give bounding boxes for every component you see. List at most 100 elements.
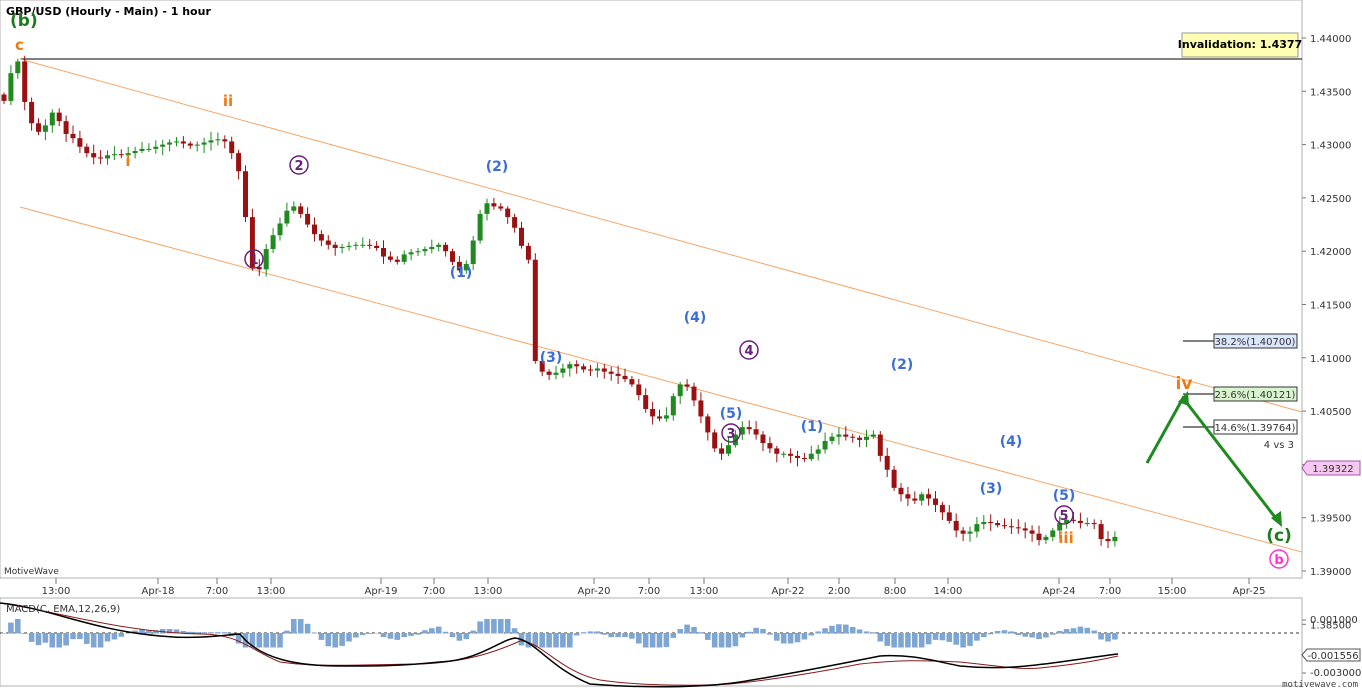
macd-hist-bar xyxy=(587,631,594,634)
candle-body xyxy=(15,61,21,74)
macd-hist-bar xyxy=(946,633,953,642)
macd-hist-bar xyxy=(498,619,504,634)
wave-circ-3: 3 xyxy=(726,427,735,442)
candle-body xyxy=(553,372,559,375)
candle-body xyxy=(698,400,704,417)
wave-minor-3-b: (3) xyxy=(980,481,1003,497)
chart-title: GBP/USD (Hourly - Main) - 1 hour xyxy=(6,5,211,18)
candle-body xyxy=(622,375,628,380)
macd-hist-bar xyxy=(746,631,752,634)
candle-body xyxy=(912,498,918,501)
macd-hist-bar xyxy=(222,632,228,634)
macd-hist-bar xyxy=(1063,629,1070,634)
candle-body xyxy=(42,125,48,132)
macd-hist-bar xyxy=(42,633,49,643)
x-axis-ticks: 13:00 Apr-18 7:00 13:00 Apr-19 7:00 13:00 Apr-2… xyxy=(42,578,1266,597)
candle-body xyxy=(270,235,276,250)
candle-body xyxy=(546,371,552,375)
candle-body xyxy=(8,73,14,101)
macd-hist-bar xyxy=(649,633,656,648)
wave-circ-2: 2 xyxy=(294,159,303,174)
macd-hist-bar xyxy=(284,630,290,634)
candle-body xyxy=(719,448,725,454)
candle-body xyxy=(781,453,787,455)
candle-body xyxy=(374,245,380,249)
candle-body xyxy=(601,368,607,372)
candle-body xyxy=(443,244,449,252)
macd-hist-bar xyxy=(691,627,697,634)
macd-label: MACD(C, EMA,12,26,9) xyxy=(6,604,120,615)
current-price-tag xyxy=(1301,460,1361,476)
macd-hist-bar xyxy=(394,633,401,640)
candle-body xyxy=(415,251,421,253)
macd-hist-bar xyxy=(1077,626,1084,634)
wave-b-primary: (b) xyxy=(10,11,38,31)
wave-minor-2-a: (2) xyxy=(486,159,509,175)
x-tick-label: 7:00 xyxy=(423,586,445,597)
macd-hist-bar xyxy=(104,633,111,642)
candle-body xyxy=(243,171,248,218)
macd-hist-bar xyxy=(981,633,987,638)
macd-hist-bar xyxy=(118,633,125,637)
candle-body xyxy=(539,360,545,372)
macd-hist-bar xyxy=(28,633,35,642)
candle-body xyxy=(933,498,938,505)
candle-body xyxy=(174,141,179,143)
candle-body xyxy=(105,155,110,159)
wave-circ-2-circle xyxy=(289,155,309,175)
candle-body xyxy=(815,449,821,454)
candle-body xyxy=(167,142,173,145)
candle-body xyxy=(505,208,511,218)
candle-body xyxy=(201,142,207,145)
macd-hist-bar xyxy=(994,631,1001,634)
macd-hist-bar xyxy=(608,633,614,638)
candle-body xyxy=(560,368,566,373)
candle-body xyxy=(339,246,345,249)
candle-body xyxy=(857,437,863,440)
macd-hist-bar xyxy=(132,630,138,634)
watermark: MotiveWave xyxy=(4,567,59,577)
candle-body xyxy=(939,504,945,513)
macd-hist-bar xyxy=(208,632,214,634)
candle-body xyxy=(1091,523,1097,525)
fib-levels: 38.2%(1.40700) 23.6%(1.40121) 14.6%(1.39… xyxy=(1183,333,1298,451)
candle-body xyxy=(650,408,656,417)
candle-body xyxy=(588,369,593,371)
candle-body xyxy=(222,139,228,142)
candle-body xyxy=(22,61,28,102)
candle-body xyxy=(629,379,635,385)
candle-body xyxy=(298,206,304,214)
wave-iii: iii xyxy=(1058,529,1073,547)
wave-minor-4-b: (4) xyxy=(1000,434,1023,450)
macd-hist-bar xyxy=(153,630,159,634)
invalidation-box xyxy=(1181,32,1299,58)
candle-body xyxy=(919,494,925,501)
macd-hist-bar xyxy=(477,621,483,634)
macd-hist-bar xyxy=(235,633,242,644)
x-tick-label: 13:00 xyxy=(474,586,503,597)
candle-body xyxy=(422,249,428,252)
candle-body xyxy=(436,244,442,247)
candle-body xyxy=(1029,530,1035,534)
wave-c-primary: (c) xyxy=(1266,526,1292,546)
fib-146-box xyxy=(1213,419,1298,435)
candle-body xyxy=(1064,519,1070,524)
candle-body xyxy=(77,138,83,147)
candle-body xyxy=(988,521,994,524)
macd-hist-bar xyxy=(891,633,897,648)
main-plot-frame xyxy=(0,0,1303,579)
macd-hist-bar xyxy=(49,633,56,648)
candle-body xyxy=(1036,533,1042,541)
candle-body xyxy=(767,443,773,449)
candle-body xyxy=(1084,523,1090,525)
macd-hist-bar xyxy=(711,633,718,648)
candle-body xyxy=(926,494,932,499)
candle-body xyxy=(519,227,524,246)
x-tick-label: Apr-24 xyxy=(1043,586,1076,597)
candle-body xyxy=(305,213,311,225)
macd-hist-bar xyxy=(408,633,414,636)
macd-hist-bar xyxy=(594,631,601,634)
candle-body xyxy=(146,148,152,150)
macd-hist-bar xyxy=(953,633,959,645)
